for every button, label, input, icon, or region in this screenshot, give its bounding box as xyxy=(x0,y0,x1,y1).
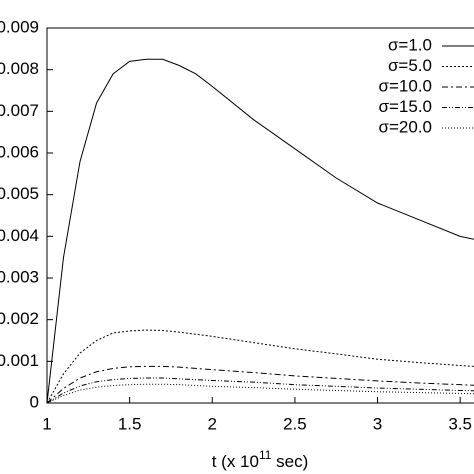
y-tick-label: 0.004 xyxy=(0,226,39,245)
legend-label: σ=10.0 xyxy=(378,76,432,95)
legend-label: σ=5.0 xyxy=(388,56,432,75)
x-label-end: sec) xyxy=(271,452,308,471)
y-tick-label: 0.003 xyxy=(0,267,39,286)
y-tick-label: 0 xyxy=(30,392,39,411)
x-tick-label: 1 xyxy=(42,414,51,433)
series-line xyxy=(46,365,474,404)
series-line xyxy=(46,58,474,404)
x-tick-label: 2.5 xyxy=(283,414,307,433)
y-tick-label: 0.009 xyxy=(0,17,39,36)
x-axis-label: t (x 1011 sec) xyxy=(212,448,309,471)
y-tick-label: 0.007 xyxy=(0,101,39,120)
x-label-sup: 11 xyxy=(259,448,272,462)
y-tick-label: 0.006 xyxy=(0,142,39,161)
y-tick-label: 0.002 xyxy=(0,309,39,328)
series-line xyxy=(46,377,474,404)
x-tick-label: 3.5 xyxy=(448,414,472,433)
x-tick-label: 1.5 xyxy=(118,414,142,433)
legend-label: σ=1.0 xyxy=(388,35,432,54)
plot-frame xyxy=(46,27,474,404)
x-tick-label: 3 xyxy=(373,414,382,433)
series-line xyxy=(46,383,474,404)
x-tick-label: 2 xyxy=(208,414,217,433)
y-tick-label: 0.005 xyxy=(0,184,39,203)
y-tick-label: 0.001 xyxy=(0,351,39,370)
series-line xyxy=(46,329,474,404)
legend-label: σ=15.0 xyxy=(378,97,432,116)
legend-label: σ=20.0 xyxy=(378,117,432,136)
x-label-text: t (x 10 xyxy=(212,452,259,471)
y-tick-label: 0.008 xyxy=(0,59,39,78)
